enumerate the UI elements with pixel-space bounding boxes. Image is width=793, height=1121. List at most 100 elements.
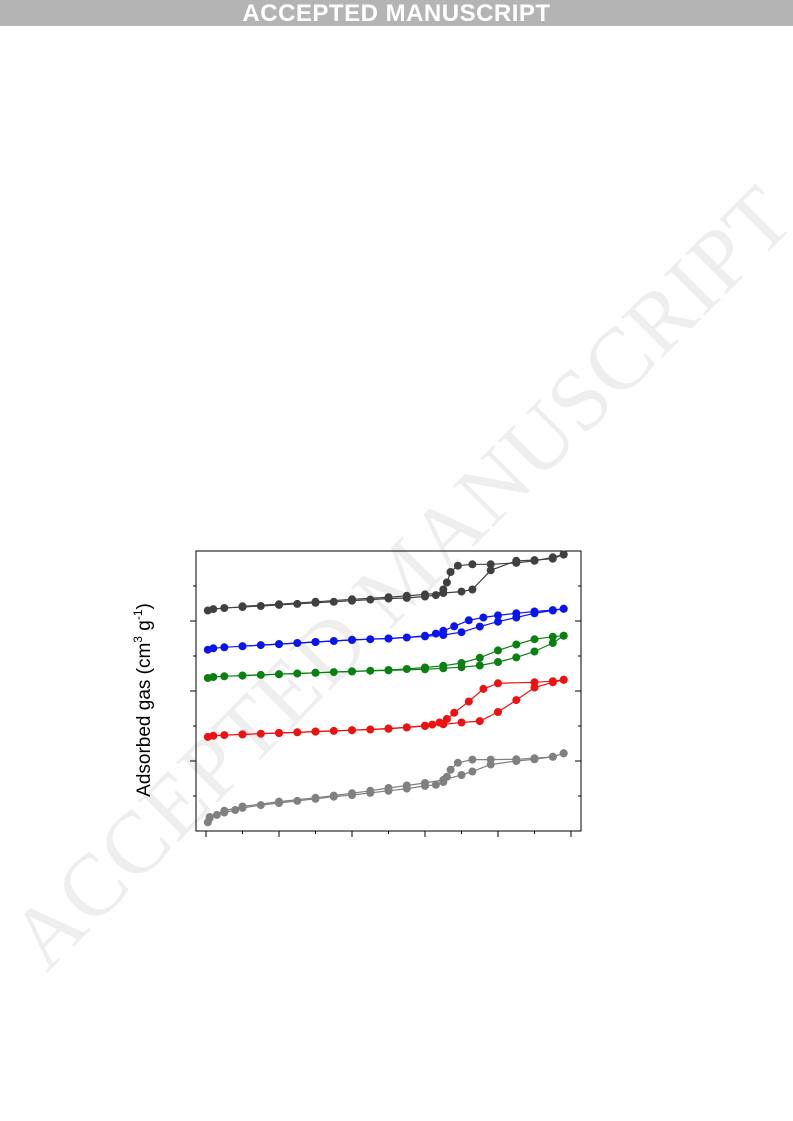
series-3-adsorption-point (209, 673, 218, 681)
series-5-adsorption-point (209, 605, 218, 614)
y-axis-label-sup-3: 3 (131, 636, 145, 643)
series-1-adsorption-point (468, 755, 477, 764)
series-5-desorption-point (559, 550, 568, 559)
y-axis-label-sup-minus1: -1 (131, 609, 145, 620)
series-1-desorption-point (311, 793, 320, 802)
series-5-desorption-point (530, 556, 539, 565)
series-4-adsorption-point (209, 644, 218, 653)
series-4-adsorption-point (479, 613, 488, 622)
series-4-desorption-point (384, 634, 393, 643)
series-5-desorption-point (439, 589, 448, 597)
series-4-adsorption-point (464, 616, 473, 625)
series-4-desorption-point (348, 635, 356, 644)
series-4-adsorption-point (494, 611, 502, 620)
series-5-adsorption-point (220, 604, 229, 612)
series-5-desorption-point (486, 566, 495, 575)
series-2-desorption-point (348, 726, 356, 735)
series-2-adsorption-point (479, 684, 488, 693)
series-5-desorption-point (548, 554, 557, 563)
series-1-desorption-point (530, 755, 539, 764)
series-1-desorption-point (559, 749, 568, 758)
series-3-desorption-point (348, 667, 356, 676)
series-1-desorption-point (402, 781, 411, 790)
series-3-adsorption-point (494, 646, 502, 655)
series-1-desorption-point (366, 786, 375, 795)
series-1-desorption-point (421, 779, 429, 787)
series-2-desorption-point (475, 717, 484, 726)
series-1-desorption-point (486, 760, 495, 769)
series-2-adsorption-point (209, 731, 218, 740)
series-1-desorption-point (457, 771, 466, 779)
series-2-desorption-point (494, 708, 502, 716)
series-2-desorption-point (559, 675, 568, 684)
series-5-desorption-point (457, 587, 466, 596)
series-4-adsorption-point (220, 643, 229, 652)
series-3-desorption-point (530, 647, 539, 656)
series-4-desorption-point (548, 606, 557, 615)
series-4-desorption-point (311, 638, 320, 646)
series-1-adsorption-point (431, 780, 440, 789)
y-axis-label-mid: g (134, 620, 155, 636)
series-2-desorption-point (421, 721, 429, 730)
series-3-desorption-point (439, 664, 448, 673)
series-5-adsorption-point (256, 602, 265, 610)
series-1-adsorption-point (256, 801, 265, 810)
series-5-adsorption-point (293, 599, 302, 608)
series-5-desorption-point (421, 590, 429, 599)
series-3-desorption-point (311, 668, 320, 677)
series-5-adsorption-point (329, 597, 338, 606)
series-1-adsorption-point (293, 796, 302, 805)
series-1-desorption-point (384, 784, 393, 792)
series-2-desorption-point (384, 724, 393, 733)
series-5-desorption-point (311, 597, 320, 606)
series-5-desorption-point (402, 591, 411, 600)
series-4-desorption-point (457, 628, 466, 637)
series-4-desorption-point (439, 631, 448, 639)
series-1-adsorption-point (453, 758, 462, 767)
series-3-desorption-point (457, 663, 466, 672)
series-5-adsorption-point (468, 560, 477, 569)
series-3-desorption-point (512, 653, 521, 662)
series-3-desorption-point (384, 666, 393, 675)
series-3-desorption-point (475, 661, 484, 670)
series-5-desorption-point (512, 556, 521, 565)
series-3-adsorption-point (530, 635, 539, 644)
series-4-desorption-point (530, 609, 539, 618)
series-2-desorption-point (530, 683, 539, 692)
series-1-desorption-point (238, 802, 247, 811)
series-1-desorption-point (348, 789, 356, 798)
banner-text: ACCEPTED MANUSCRIPT (242, 0, 551, 27)
series-1-desorption-point (329, 791, 338, 800)
series-1-desorption-point (220, 806, 229, 815)
series-4-desorption-point (494, 617, 502, 626)
series-5-desorption-point (468, 585, 477, 594)
accepted-manuscript-banner: ACCEPTED MANUSCRIPT (0, 0, 793, 27)
series-3-adsorption-point (220, 672, 229, 681)
series-4-desorption-point (275, 640, 283, 649)
series-2-desorption-point (548, 678, 557, 687)
series-4-adsorption-point (450, 622, 459, 631)
series-4-desorption-point (421, 632, 429, 641)
series-2-adsorption-point (464, 697, 473, 706)
series-2-desorption-point (457, 718, 466, 727)
series-4-desorption-point (238, 642, 247, 651)
series-5-desorption-point (275, 600, 283, 609)
series-3-desorption-point (275, 670, 283, 679)
series-1-desorption-point (205, 813, 214, 821)
series-5-adsorption-point (453, 561, 462, 570)
series-1-desorption-point (468, 767, 477, 776)
series-4-desorption-point (559, 604, 568, 613)
series-3-desorption-point (494, 658, 502, 666)
y-axis-label-end: ) (134, 603, 155, 609)
y-axis-label-main: Adsorbed gas (cm (134, 643, 155, 797)
series-2-desorption-point (512, 696, 521, 705)
y-axis-label: Adsorbed gas (cm3 g-1) (131, 603, 155, 797)
series-5-adsorption-point (486, 560, 495, 569)
series-2-desorption-point (238, 730, 247, 739)
series-3-desorption-point (238, 671, 247, 680)
series-2-adsorption-point (450, 708, 459, 717)
series-3-desorption-point (559, 631, 568, 640)
series-2-adsorption-point (494, 679, 502, 688)
series-3-adsorption-point (512, 640, 521, 649)
